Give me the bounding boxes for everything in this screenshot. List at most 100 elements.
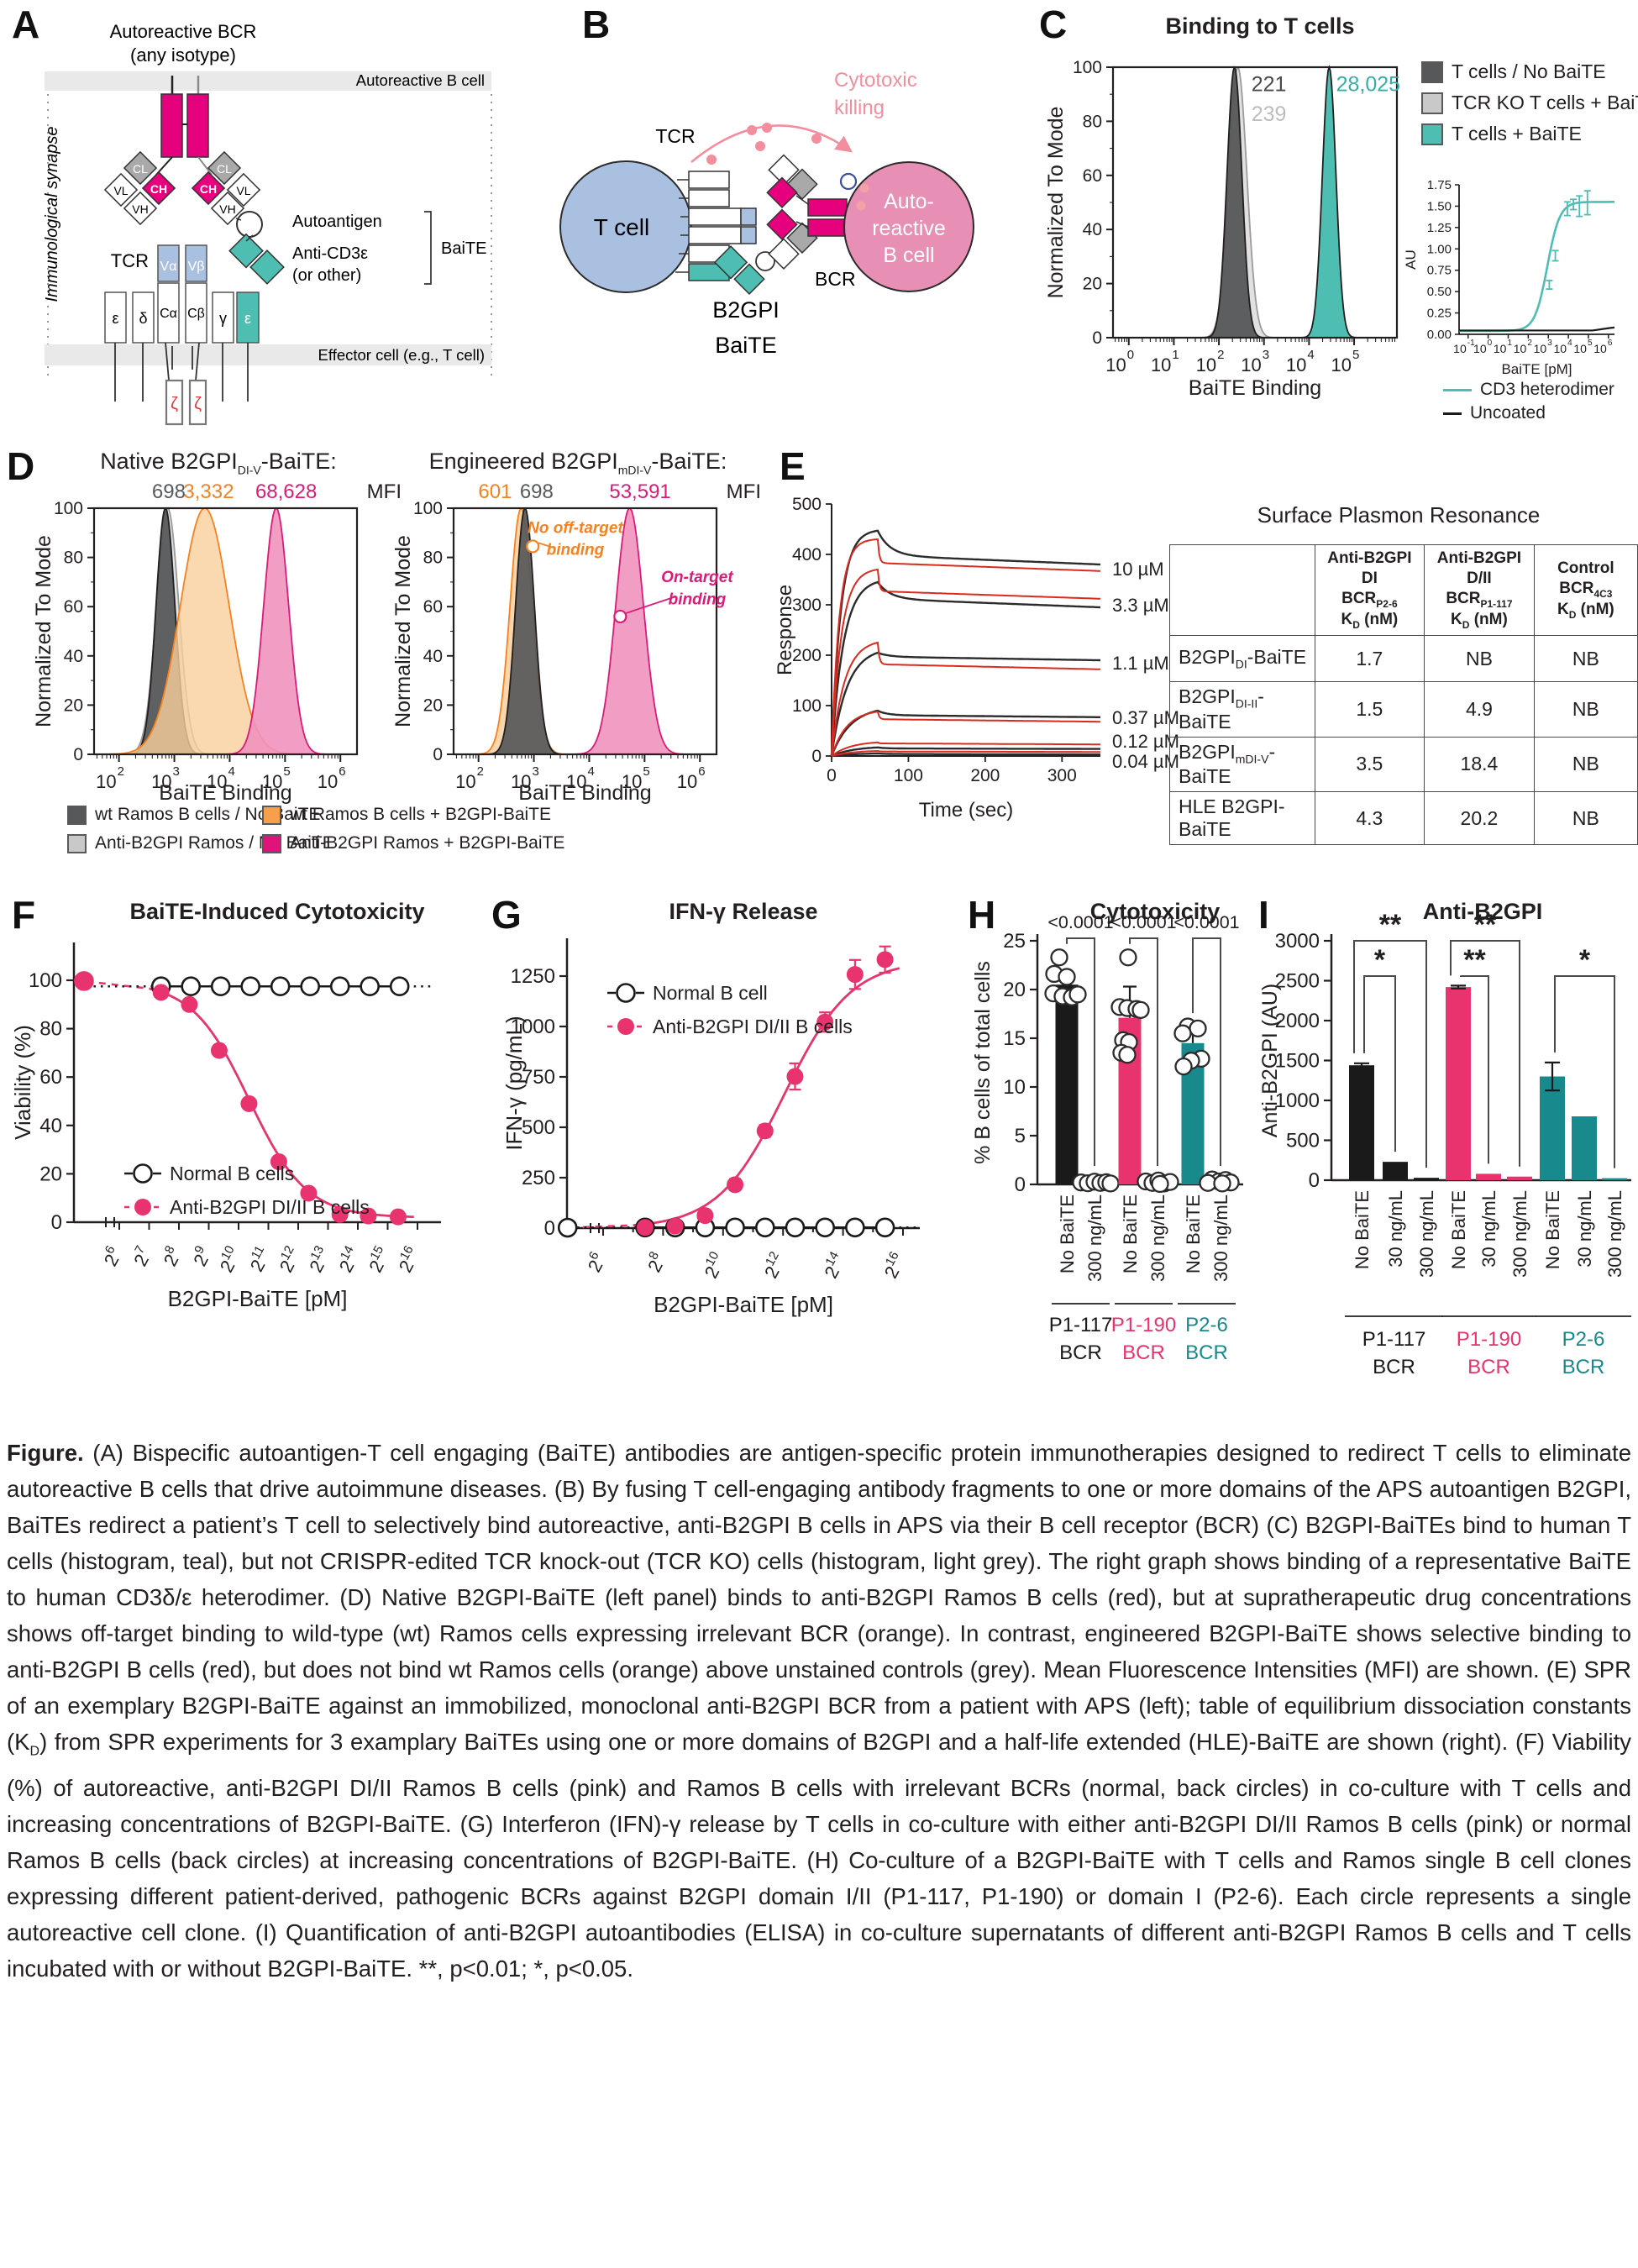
svg-text:1.50: 1.50 (1427, 199, 1452, 213)
svg-text:20: 20 (1003, 979, 1026, 1001)
svg-text:80: 80 (1083, 112, 1102, 131)
svg-text:30 ng/mL: 30 ng/mL (1478, 1190, 1499, 1268)
svg-text:20: 20 (1083, 275, 1102, 294)
svg-text:100: 100 (29, 969, 62, 992)
svg-text:40: 40 (64, 647, 83, 666)
svg-text:10: 10 (677, 771, 697, 792)
svg-text:0: 0 (73, 745, 83, 764)
svg-text:212: 212 (273, 1243, 305, 1276)
svg-text:30 ng/mL: 30 ng/mL (1574, 1190, 1595, 1268)
b-cell-membrane (45, 71, 491, 91)
svg-text:1.75: 1.75 (1427, 178, 1452, 192)
panel-d-label: D (7, 444, 35, 488)
svg-text:215: 215 (363, 1243, 395, 1276)
svg-text:0.25: 0.25 (1427, 307, 1452, 321)
svg-text:10: 10 (262, 771, 282, 792)
granule-dot (856, 201, 866, 211)
calpha-label: Cα (160, 307, 177, 321)
svg-text:211: 211 (244, 1243, 276, 1275)
svg-text:29: 29 (187, 1243, 216, 1269)
baite-label: BaiTE (715, 333, 777, 358)
or-other-label: (or other) (292, 266, 361, 285)
svg-text:Normal B cells: Normal B cells (170, 1163, 294, 1184)
svg-text:3,332: 3,332 (183, 480, 234, 503)
svg-text:6: 6 (698, 764, 705, 779)
svg-text:No BaiTE: No BaiTE (1120, 1194, 1141, 1273)
svg-text:400: 400 (792, 545, 822, 564)
svg-text:0.50: 0.50 (1427, 285, 1452, 299)
panel-b-label: B (582, 3, 611, 46)
svg-text:10: 10 (318, 771, 338, 792)
tcr-calpha-box (157, 282, 180, 344)
svg-text:P1-117: P1-117 (1049, 1314, 1113, 1336)
t-cell-label: T cell (594, 214, 649, 240)
svg-text:0: 0 (433, 745, 443, 764)
svg-text:100: 100 (1073, 58, 1102, 77)
legend-swatch (1421, 60, 1443, 83)
svg-text:30 ng/mL: 30 ng/mL (1385, 1190, 1406, 1268)
vl-label: VL (236, 184, 250, 197)
svg-text:0.12 µM: 0.12 µM (1112, 731, 1179, 752)
legend-item: wt Ramos B cells + B2GPI-BaiTE (262, 805, 564, 825)
legend-label: CD3 heterodimer (1480, 380, 1614, 399)
svg-text:Viability (%): Viability (%) (10, 1025, 35, 1140)
svg-text:10: 10 (511, 771, 531, 792)
antigen-circle (839, 172, 858, 191)
baite-bracket (424, 211, 432, 285)
chain-stems (114, 342, 249, 402)
svg-text:Anti-B2GPI DI/II B cells: Anti-B2GPI DI/II B cells (653, 1016, 853, 1037)
svg-text:**: ** (1474, 909, 1497, 941)
svg-text:2: 2 (477, 764, 484, 779)
legend-swatch (262, 805, 281, 825)
svg-text:*: * (1374, 944, 1386, 976)
svg-text:No off-target: No off-target (528, 519, 623, 537)
fab-left: CL VL CH VH (103, 150, 176, 226)
svg-text:Normalized To Mode: Normalized To Mode (32, 535, 55, 727)
svg-text:27: 27 (128, 1243, 156, 1269)
bcr-label: BCR (815, 268, 856, 290)
svg-text:214: 214 (818, 1249, 850, 1282)
svg-text:0: 0 (811, 747, 822, 766)
legend-item: TCR KO T cells + BaiTE (1421, 92, 1638, 114)
svg-text:No BaiTE: No BaiTE (1057, 1194, 1078, 1273)
svg-text:40: 40 (39, 1115, 62, 1137)
b-cell-label-3: B cell (883, 244, 934, 267)
svg-text:10: 10 (151, 771, 171, 792)
panel-d-left-title: Native B2GPIDI-V-BaiTE: (100, 449, 337, 477)
anti-cd3-diamond (228, 233, 264, 269)
granule-dots (706, 123, 822, 165)
svg-text:5: 5 (1015, 1125, 1026, 1147)
tcr-valpha-box (157, 244, 180, 282)
svg-text:0: 0 (544, 1217, 555, 1240)
svg-text:10: 10 (1573, 342, 1587, 355)
baite-b2gpi-circle (755, 251, 775, 271)
killing-arrow (690, 124, 853, 163)
bcr-heavy-chain (160, 93, 183, 158)
svg-text:60: 60 (64, 597, 83, 617)
svg-text:20: 20 (423, 696, 443, 715)
svg-text:200: 200 (792, 646, 822, 665)
panel-h-title: Cytotoxicity (1089, 899, 1221, 924)
svg-text:500: 500 (1286, 1130, 1320, 1152)
legend-item: Anti-B2GPI Ramos + B2GPI-BaiTE (262, 833, 564, 853)
domain-diamond-vh (123, 191, 158, 226)
svg-text:28: 28 (157, 1243, 186, 1269)
svg-text:300: 300 (1047, 766, 1077, 785)
svg-text:Time (sec): Time (sec) (919, 799, 1013, 822)
svg-text:212: 212 (758, 1249, 790, 1282)
svg-text:1000: 1000 (511, 1016, 555, 1038)
svg-text:10: 10 (1003, 1076, 1026, 1099)
svg-text:0: 0 (1309, 1169, 1320, 1192)
svg-text:100: 100 (54, 499, 83, 518)
svg-text:20: 20 (39, 1163, 62, 1185)
panel-f-label: F (12, 893, 36, 937)
baite-anti-cd3-diamond (733, 263, 765, 296)
panel-f-title: BaiTE-Induced Cytotoxicity (129, 899, 425, 924)
svg-text:3: 3 (173, 764, 180, 779)
svg-text:No BaiTE: No BaiTE (1448, 1190, 1469, 1269)
svg-text:60: 60 (1083, 166, 1102, 186)
svg-text:68,628: 68,628 (255, 480, 317, 503)
baite-anti-cd3-diamond (713, 245, 748, 280)
autoreactive-bcr-title: Autoreactive BCR (110, 21, 257, 42)
